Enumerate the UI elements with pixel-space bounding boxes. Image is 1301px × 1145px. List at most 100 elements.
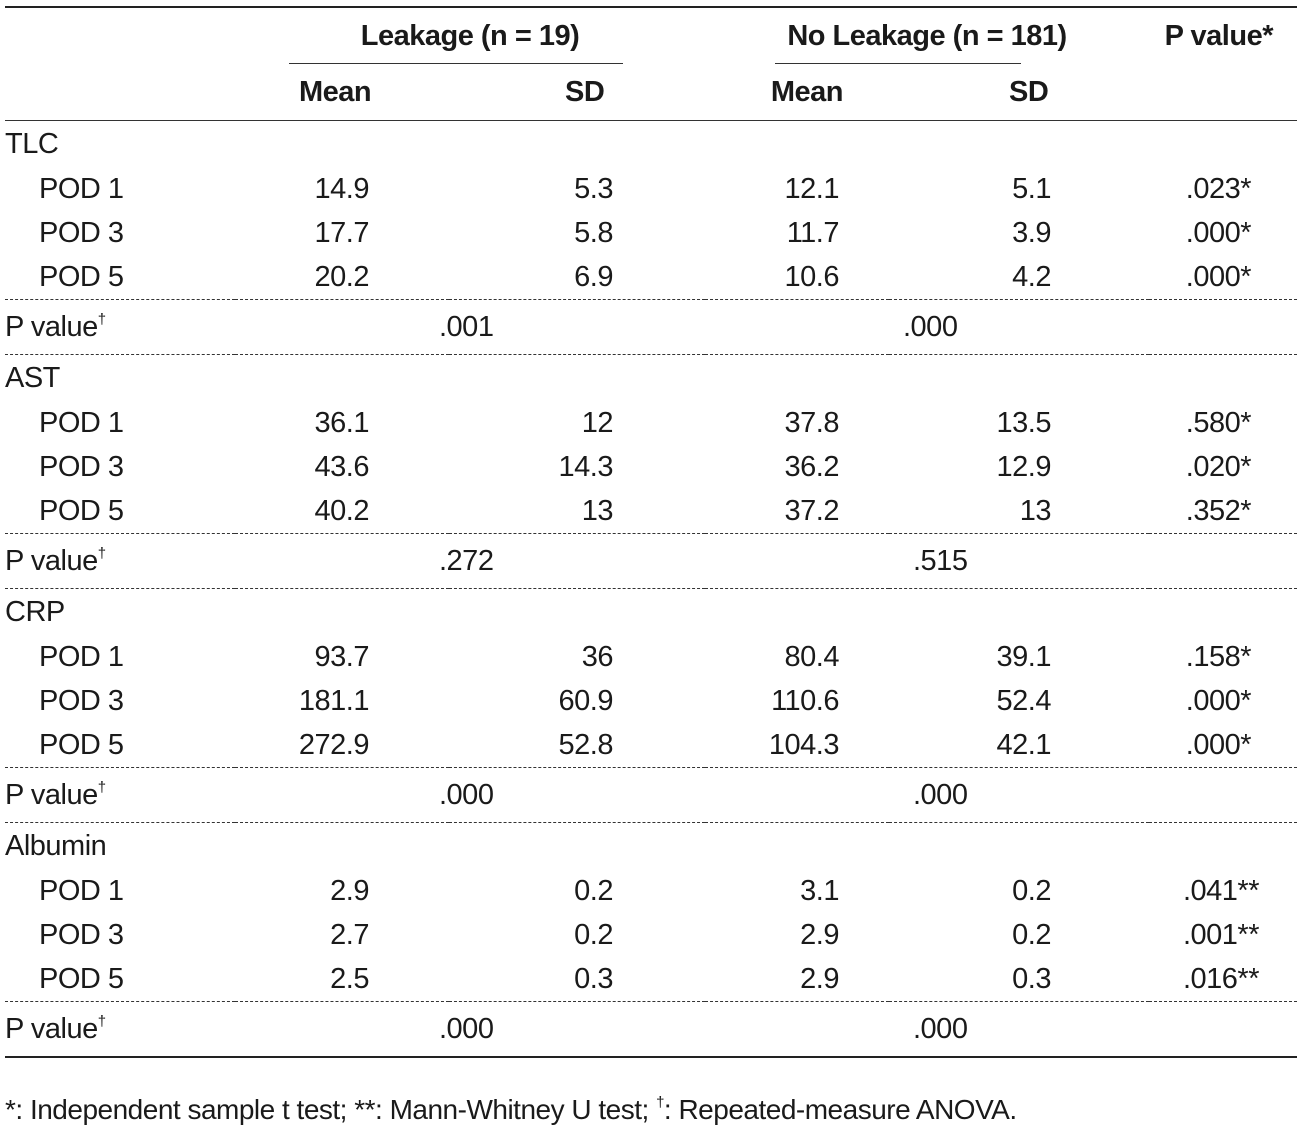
footnote-dagger: † — [656, 1094, 664, 1111]
p-value-row-blank — [1149, 768, 1297, 823]
header-no-leakage-group: No Leakage (n = 181) — [705, 7, 1149, 64]
header-no-leakage-underline — [775, 63, 1021, 64]
no-leakage-repeated-p: .000 — [913, 1012, 968, 1045]
section-label: CRP — [5, 595, 65, 628]
leakage-mean-cell: 36.1 — [314, 406, 370, 439]
p-value-cell: .000* — [1185, 260, 1252, 293]
leakage-mean-cell: 43.6 — [314, 450, 370, 483]
p-value-label: P value† — [5, 300, 235, 355]
leakage-mean-cell: 2.5 — [330, 962, 369, 995]
header-leakage-sd: SD — [565, 75, 605, 108]
dagger-mark: † — [97, 544, 106, 562]
p-value-row: P value† .000 .000 — [5, 1001, 1297, 1058]
footnote-part-1: *: Independent sample t test; **: Mann-W… — [5, 1094, 657, 1125]
p-value-row-blank — [1149, 1002, 1297, 1058]
row-label: POD 1 — [39, 640, 124, 673]
table-row: POD 5 40.2 13 37.2 13 .352* — [5, 489, 1297, 534]
p-value-label-text: P value — [5, 1012, 98, 1045]
no-leakage-sd-cell: 52.4 — [996, 684, 1052, 717]
table-row: POD 3 2.7 0.2 2.9 0.2 .001** — [5, 913, 1297, 957]
row-label: POD 5 — [39, 260, 124, 293]
section-label: AST — [5, 361, 60, 394]
leakage-repeated-p: .272 — [439, 544, 494, 577]
table-row: POD 3 43.6 14.3 36.2 12.9 .020* — [5, 445, 1297, 489]
p-value-cell: .023* — [1185, 172, 1252, 205]
leakage-sd-cell: 60.9 — [558, 684, 614, 717]
p-value-cell: .001** — [1182, 918, 1260, 951]
no-leakage-sd-cell: 13.5 — [996, 406, 1052, 439]
section-label: TLC — [5, 127, 59, 160]
no-leakage-repeated-p: .000 — [913, 778, 968, 811]
p-value-label-text: P value — [5, 778, 98, 811]
no-leakage-sd-cell: 0.3 — [1012, 962, 1051, 995]
p-value-label: P value† — [5, 768, 235, 823]
leakage-repeated-p: .000 — [439, 778, 494, 811]
no-leakage-mean-cell: 2.9 — [800, 962, 839, 995]
header-leakage-mean: Mean — [299, 75, 372, 108]
table-row: POD 5 20.2 6.9 10.6 4.2 .000* — [5, 255, 1297, 300]
leakage-sd-cell: 14.3 — [558, 450, 614, 483]
table-row: POD 5 272.9 52.8 104.3 42.1 .000* — [5, 723, 1297, 768]
table-row: POD 1 2.9 0.2 3.1 0.2 .041** — [5, 869, 1297, 913]
leakage-mean-cell: 14.9 — [314, 172, 370, 205]
leakage-sd-cell: 13 — [581, 494, 614, 527]
section-row: TLC — [5, 121, 1297, 168]
table-row: POD 1 93.7 36 80.4 39.1 .158* — [5, 635, 1297, 679]
leakage-mean-cell: 272.9 — [298, 728, 370, 761]
leakage-sd-cell: 12 — [581, 406, 614, 439]
dagger-mark: † — [97, 778, 106, 796]
footnote-part-2: : Repeated-measure ANOVA. — [663, 1094, 1017, 1125]
p-value-label-text: P value — [5, 544, 98, 577]
leakage-mean-cell: 2.7 — [330, 918, 369, 951]
header-no-leakage-label: No Leakage (n = 181) — [787, 19, 1067, 52]
leakage-mean-cell: 17.7 — [314, 216, 370, 249]
no-leakage-sd-cell: 3.9 — [1012, 216, 1051, 249]
table-body: TLC POD 1 14.9 5.3 12.1 5.1 .023* POD 3 17.7 5.8 1… — [5, 121, 1297, 1058]
p-value-row: P value† .001 .000 — [5, 299, 1297, 355]
table-row: POD 1 36.1 12 37.8 13.5 .580* — [5, 401, 1297, 445]
dagger-mark: † — [97, 1012, 106, 1030]
table-row: POD 3 17.7 5.8 11.7 3.9 .000* — [5, 211, 1297, 255]
p-value-row-blank — [1149, 534, 1297, 589]
table-row: POD 1 14.9 5.3 12.1 5.1 .023* — [5, 167, 1297, 211]
no-leakage-mean-cell: 104.3 — [768, 728, 840, 761]
no-leakage-sd-cell: 12.9 — [996, 450, 1052, 483]
header-leakage-group: Leakage (n = 19) — [235, 7, 705, 64]
p-value-cell: .000* — [1185, 684, 1252, 717]
header-no-leakage-mean: Mean — [770, 75, 844, 108]
no-leakage-mean-cell: 37.2 — [784, 494, 840, 527]
dagger-mark: † — [97, 310, 106, 328]
row-label: POD 5 — [39, 962, 124, 995]
section-row: AST — [5, 354, 1297, 402]
no-leakage-mean-cell: 2.9 — [800, 918, 839, 951]
no-leakage-sd-cell: 5.1 — [1012, 172, 1051, 205]
p-value-label-text: P value — [5, 310, 98, 343]
no-leakage-mean-cell: 37.8 — [784, 406, 840, 439]
leakage-sd-cell: 5.3 — [574, 172, 613, 205]
p-value-label: P value† — [5, 534, 235, 589]
leakage-sd-cell: 0.3 — [574, 962, 613, 995]
no-leakage-sd-cell: 42.1 — [996, 728, 1052, 761]
row-label: POD 5 — [39, 728, 124, 761]
leakage-repeated-p: .001 — [439, 310, 494, 343]
header-no-leakage-sd: SD — [1009, 75, 1049, 108]
header-leakage-underline — [289, 63, 623, 64]
p-value-row: P value† .272 .515 — [5, 533, 1297, 589]
no-leakage-mean-cell: 3.1 — [800, 874, 839, 907]
no-leakage-sd-cell: 39.1 — [996, 640, 1052, 673]
no-leakage-mean-cell: 36.2 — [784, 450, 840, 483]
section-label: Albumin — [5, 829, 107, 862]
no-leakage-repeated-p: .515 — [913, 544, 968, 577]
leakage-sd-cell: 0.2 — [574, 918, 613, 951]
leakage-mean-cell: 20.2 — [314, 260, 370, 293]
p-value-row-blank — [1149, 300, 1297, 355]
leakage-sd-cell: 6.9 — [574, 260, 613, 293]
leakage-mean-cell: 2.9 — [330, 874, 369, 907]
no-leakage-sd-cell: 0.2 — [1012, 874, 1051, 907]
p-value-cell: .020* — [1185, 450, 1252, 483]
leakage-sd-cell: 52.8 — [558, 728, 614, 761]
leakage-mean-cell: 40.2 — [314, 494, 370, 527]
table-row: POD 5 2.5 0.3 2.9 0.3 .016** — [5, 957, 1297, 1002]
no-leakage-mean-cell: 11.7 — [786, 216, 840, 249]
no-leakage-repeated-p: .000 — [903, 310, 958, 343]
